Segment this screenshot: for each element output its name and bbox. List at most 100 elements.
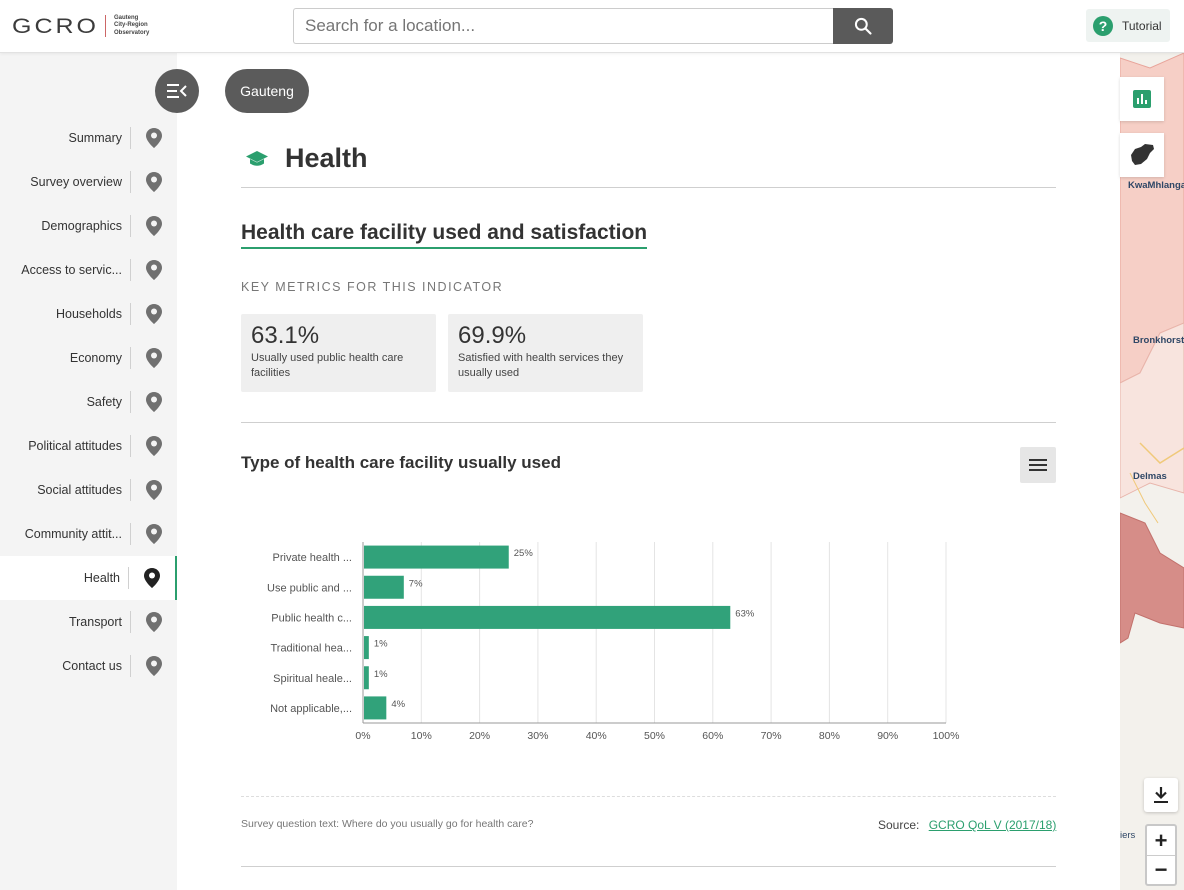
logo-wordmark: GCRO [12, 13, 99, 38]
survey-question-text: Survey question text: Where do you usual… [241, 818, 534, 830]
location-chip[interactable]: Gauteng [225, 69, 309, 113]
map-pin-icon [131, 128, 177, 148]
map-pin-icon [131, 436, 177, 456]
sidebar-item-label: Safety [86, 395, 122, 409]
zoom-out-button[interactable]: − [1147, 855, 1175, 884]
download-icon [1154, 787, 1168, 803]
tutorial-label: Tutorial [1122, 18, 1162, 33]
sidebar-item-political-attitudes[interactable]: Political attitudes [0, 424, 177, 468]
zoom-controls: + − [1145, 824, 1177, 886]
chart-view-button[interactable] [1120, 77, 1164, 121]
bar-data-label: 63% [735, 608, 755, 619]
metric-value: 69.9% [458, 322, 527, 349]
sidebar-item-safety[interactable]: Safety [0, 380, 177, 424]
collapse-menu-icon [167, 84, 187, 98]
x-tick-label: 20% [469, 730, 490, 742]
category-label: Use public and ... [267, 582, 352, 594]
x-tick-label: 90% [877, 730, 898, 742]
x-tick-label: 50% [644, 730, 665, 742]
location-search [293, 8, 893, 44]
sidebar-item-label: Community attit... [24, 527, 122, 541]
sidebar-item-survey-overview[interactable]: Survey overview [0, 160, 177, 204]
sidebar-item-access-to-servic[interactable]: Access to servic... [0, 248, 177, 292]
bar[interactable] [364, 636, 369, 660]
gcro-logo[interactable]: GCRO Gauteng City-Region Observatory [12, 12, 149, 40]
sidebar-item-summary[interactable]: Summary [0, 116, 177, 160]
sidebar-item-label: Summary [68, 131, 122, 145]
bar[interactable] [364, 696, 387, 720]
bar-data-label: 1% [374, 669, 388, 680]
search-input[interactable] [293, 8, 833, 44]
sidebar-item-label: Social attitudes [37, 483, 122, 497]
sidebar-item-households[interactable]: Households [0, 292, 177, 336]
sidebar-item-transport[interactable]: Transport [0, 600, 177, 644]
sidebar-item-community-attit[interactable]: Community attit... [0, 512, 177, 556]
sidebar-item-separator [130, 391, 131, 413]
map-pin-icon [129, 568, 175, 588]
map-label-delmas: Delmas [1133, 471, 1167, 482]
tutorial-button[interactable]: ? Tutorial [1086, 9, 1170, 42]
sidebar-item-separator [130, 259, 131, 281]
map-label-partial: iers [1120, 830, 1136, 841]
sidebar-item-label: Access to servic... [21, 263, 122, 277]
sidebar-item-economy[interactable]: Economy [0, 336, 177, 380]
sidebar-item-label: Transport [68, 615, 122, 629]
sidebar-item-label: Contact us [62, 659, 122, 673]
map-pin-icon [131, 392, 177, 412]
sidebar-item-contact-us[interactable]: Contact us [0, 644, 177, 688]
sidebar: Summary Survey overview Demographics Access… [0, 53, 177, 890]
map-panel[interactable]: KwaMhlanga Bronkhorst Delmas iers [1120, 53, 1184, 890]
sidebar-item-social-attitudes[interactable]: Social attitudes [0, 468, 177, 512]
map-pin-icon [131, 216, 177, 236]
category-label: Public health c... [271, 612, 352, 624]
map-label-kwamhlanga: KwaMhlanga [1128, 180, 1184, 191]
search-button[interactable] [833, 8, 893, 44]
sidebar-item-demographics[interactable]: Demographics [0, 204, 177, 248]
x-tick-label: 30% [527, 730, 548, 742]
sidebar-item-health[interactable]: Health [0, 556, 177, 600]
sidebar-item-separator [130, 215, 131, 237]
sidebar-nav: Summary Survey overview Demographics Access… [0, 116, 177, 688]
metric-label: Satisfied with health services they usua… [458, 352, 624, 379]
sidebar-item-separator [130, 479, 131, 501]
x-tick-label: 10% [411, 730, 432, 742]
sidebar-item-label: Survey overview [30, 175, 122, 189]
download-button[interactable] [1144, 778, 1178, 812]
sidebar-item-separator [130, 655, 131, 677]
bar-chart-icon [1133, 90, 1151, 108]
hamburger-icon [1029, 459, 1047, 471]
help-icon: ? [1093, 15, 1113, 36]
bar[interactable] [364, 666, 369, 690]
chart-menu-button[interactable] [1020, 447, 1056, 483]
x-tick-label: 70% [761, 730, 782, 742]
bar[interactable] [364, 605, 731, 629]
logo-divider [105, 15, 106, 37]
key-metrics-heading: KEY METRICS FOR THIS INDICATOR [241, 280, 504, 294]
bottom-divider [241, 866, 1056, 867]
section-header: Health [241, 130, 1056, 188]
section-divider [241, 422, 1056, 423]
south-africa-map-button[interactable] [1120, 133, 1164, 177]
metric-value: 63.1% [251, 322, 320, 349]
key-metrics: 63.1% Usually used public health care fa… [241, 314, 1056, 392]
source-label: Source: [878, 818, 920, 832]
map-pin-icon [131, 348, 177, 368]
metric-card: 63.1% Usually used public health care fa… [241, 314, 436, 392]
map-pin-icon [131, 260, 177, 280]
bar[interactable] [364, 575, 404, 599]
map-label-bronkhorst: Bronkhorst [1133, 335, 1184, 346]
south-africa-icon [1131, 144, 1154, 165]
sidebar-item-separator [130, 347, 131, 369]
bar[interactable] [364, 545, 509, 569]
category-label: Not applicable,... [270, 703, 352, 715]
source-link[interactable]: GCRO QoL V (2017/18) [928, 818, 1057, 832]
metric-label: Usually used public health care faciliti… [251, 352, 404, 379]
sidebar-item-separator [130, 523, 131, 545]
sidebar-item-separator [128, 567, 129, 589]
logo-subtitle-line: Gauteng [114, 14, 139, 21]
bar-data-label: 4% [391, 699, 405, 710]
collapse-sidebar-button[interactable] [155, 69, 199, 113]
logo-subtitle-line: Observatory [114, 29, 150, 36]
zoom-in-button[interactable]: + [1154, 827, 1168, 853]
search-icon [854, 17, 872, 35]
